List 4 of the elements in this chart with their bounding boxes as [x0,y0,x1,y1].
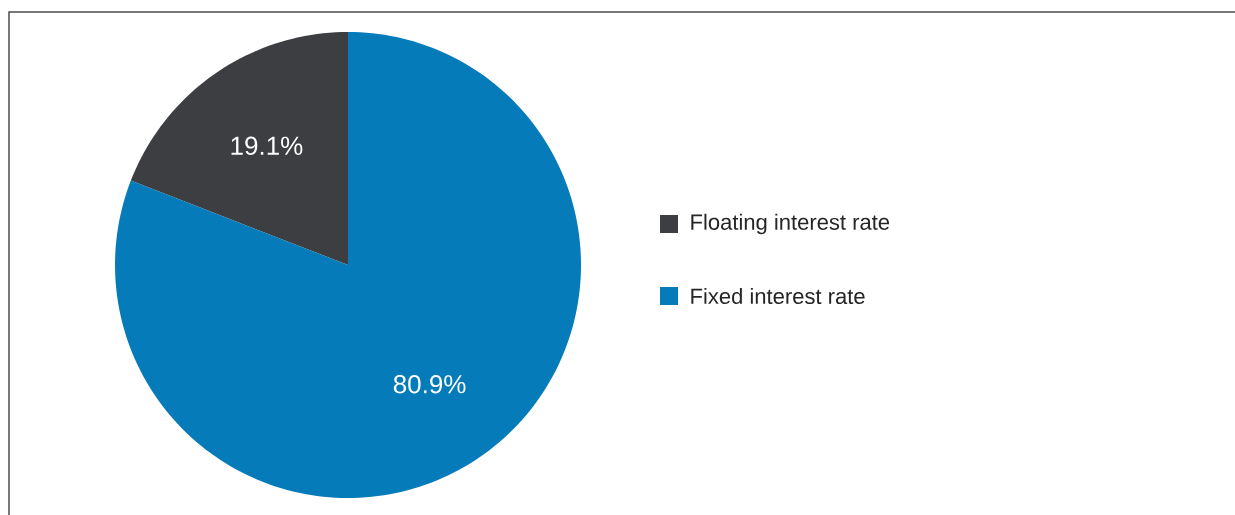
data-label: 80.9% [393,375,466,394]
legend-label: Floating interest rate [691,213,890,235]
legend-label: Fixed interest rate [691,287,865,305]
data-label: 19.1% [231,136,303,155]
